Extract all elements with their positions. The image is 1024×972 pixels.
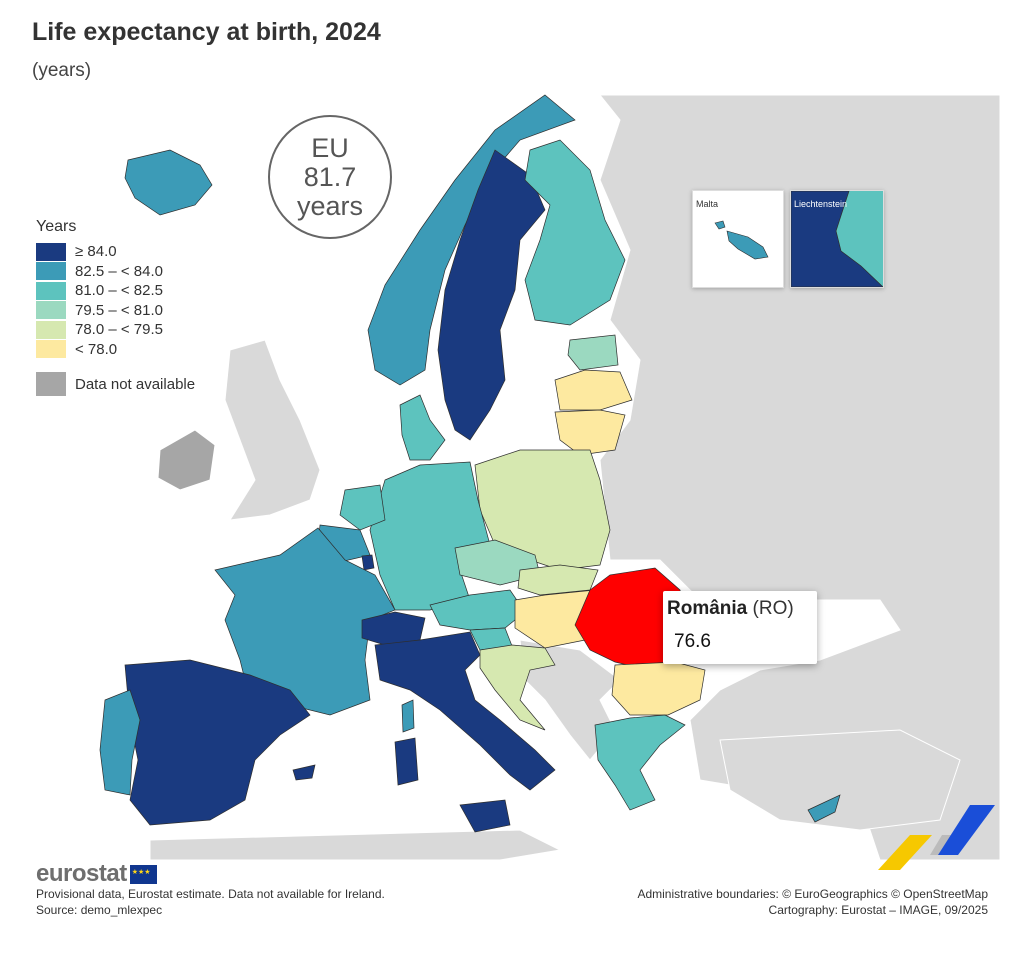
region-lithuania — [554, 409, 626, 456]
legend: Years ≥ 84.0 82.5 – < 84.0 81.0 – < 82.5… — [36, 218, 195, 396]
eu-badge-label: EU — [311, 132, 349, 163]
legend-swatch — [36, 340, 66, 359]
region-denmark — [399, 394, 446, 461]
legend-swatch — [36, 320, 66, 339]
eu-badge-value: 81.7 — [303, 161, 357, 192]
region-bulgaria — [611, 661, 706, 716]
legend-label: 79.5 – < 81.0 — [75, 301, 163, 319]
legend-label: < 78.0 — [75, 340, 118, 358]
footer-notes: Provisional data, Eurostat estimate. Dat… — [36, 886, 385, 918]
region-cyprus — [807, 794, 841, 823]
region-turkey — [719, 729, 961, 831]
region-sicily — [459, 799, 511, 833]
legend-item[interactable]: < 78.0 — [36, 340, 195, 360]
legend-label: ≥ 84.0 — [75, 243, 117, 261]
legend-item[interactable]: 81.0 – < 82.5 — [36, 281, 195, 301]
legend-swatch — [36, 372, 66, 396]
legend-label: Data not available — [75, 375, 196, 393]
legend-label: 82.5 – < 84.0 — [75, 262, 163, 280]
legend-swatch — [36, 242, 66, 261]
region-croatia — [479, 644, 556, 731]
legend-item-not-available[interactable]: Data not available — [36, 372, 195, 396]
footer-source: Source: demo_mlexpec — [36, 903, 163, 917]
eu-average-badge: EU 81.7 years — [268, 115, 392, 239]
legend-item[interactable]: ≥ 84.0 — [36, 242, 195, 262]
tooltip-country: România — [667, 598, 748, 619]
inset-malta: Malta — [692, 190, 784, 288]
region-italy — [374, 631, 556, 791]
footer-cartography: Cartography: Eurostat – IMAGE, 09/2025 — [768, 903, 988, 917]
region-portugal — [99, 689, 141, 796]
map-title: Life expectancy at birth, 2024 — [32, 18, 381, 46]
legend-item[interactable]: 79.5 – < 81.0 — [36, 301, 195, 321]
region-poland — [474, 449, 611, 571]
legend-item[interactable]: 78.0 – < 79.5 — [36, 320, 195, 340]
liechtenstein-map — [791, 191, 883, 287]
legend-item[interactable]: 82.5 – < 84.0 — [36, 262, 195, 282]
footer-credits: Administrative boundaries: © EuroGeograp… — [637, 886, 988, 918]
tooltip-value: 76.6 — [674, 631, 711, 652]
image-logo — [878, 805, 995, 870]
eu-badge-unit: years — [296, 190, 364, 221]
region-slovakia — [517, 564, 599, 596]
eurostat-logo: eurostat — [36, 860, 157, 888]
region-estonia — [567, 334, 619, 371]
region-uk — [224, 339, 321, 521]
tooltip-title: România (RO) — [667, 598, 794, 620]
region-greece — [594, 714, 686, 811]
inset-label-liechtenstein: Liechtenstein — [794, 199, 848, 209]
region-north-africa — [149, 829, 562, 861]
legend-swatch — [36, 281, 66, 300]
region-sardinia — [394, 737, 419, 786]
region-germany — [369, 461, 491, 611]
inset-liechtenstein: Liechtenstein — [790, 190, 884, 288]
eu-flag-icon — [129, 864, 157, 884]
malta-map — [714, 220, 769, 260]
map-subtitle: (years) — [32, 60, 92, 81]
country-tooltip: România (RO) 76.6 — [663, 591, 817, 664]
legend-label: 81.0 – < 82.5 — [75, 282, 163, 300]
region-spain — [124, 659, 311, 826]
eurostat-logo-text: eurostat — [36, 860, 127, 887]
region-netherlands — [339, 484, 386, 531]
region-france — [214, 527, 396, 716]
region-finland — [524, 139, 626, 326]
legend-label: 78.0 – < 79.5 — [75, 321, 163, 339]
legend-swatch — [36, 301, 66, 320]
footer-boundaries: Administrative boundaries: © EuroGeograp… — [637, 887, 988, 901]
region-ireland — [157, 429, 216, 491]
region-sweden — [437, 149, 546, 441]
tooltip-code: (RO) — [752, 598, 794, 619]
region-luxembourg — [361, 554, 375, 571]
region-latvia — [554, 369, 633, 411]
footer-note: Provisional data, Eurostat estimate. Dat… — [36, 887, 385, 901]
region-corsica — [401, 699, 415, 733]
region-balearic — [292, 764, 316, 781]
inset-label-malta: Malta — [696, 199, 719, 209]
legend-swatch — [36, 262, 66, 281]
region-iceland — [124, 149, 213, 216]
legend-title: Years — [36, 218, 77, 235]
